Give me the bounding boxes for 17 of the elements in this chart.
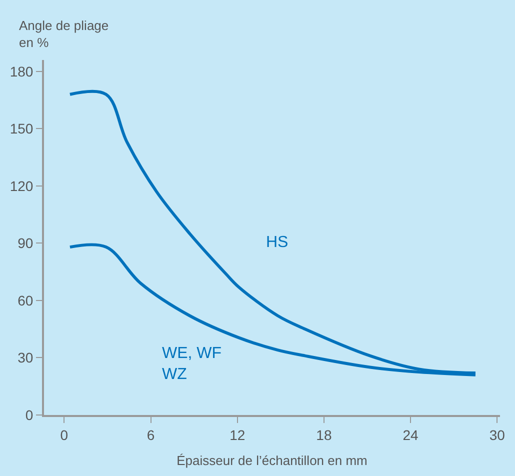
y-tick-label: 30 — [18, 350, 34, 366]
x-tick-label: 18 — [316, 426, 332, 443]
text: HS — [266, 234, 288, 251]
y-tick-label: 0 — [25, 406, 34, 423]
series-label: WE, WF WZ — [162, 345, 222, 383]
y-axis-title: Angle de pliage en % — [19, 18, 109, 50]
y-tick-label: 120 — [10, 178, 34, 194]
y-tick-label: 90 — [18, 235, 34, 252]
x-tick-label: 0 — [60, 426, 68, 443]
x-axis-title: Épaisseur de l’échantillon en mm — [176, 452, 368, 468]
x-tick-label: 30 — [489, 426, 506, 443]
y-tick-label: 150 — [10, 120, 34, 137]
y-tick-label: 60 — [18, 292, 34, 308]
x-tick-label: 6 — [146, 426, 155, 443]
y-tick-label: 180 — [10, 63, 34, 80]
x-tick-label: 12 — [230, 426, 246, 443]
x-tick-label: 24 — [402, 426, 419, 443]
